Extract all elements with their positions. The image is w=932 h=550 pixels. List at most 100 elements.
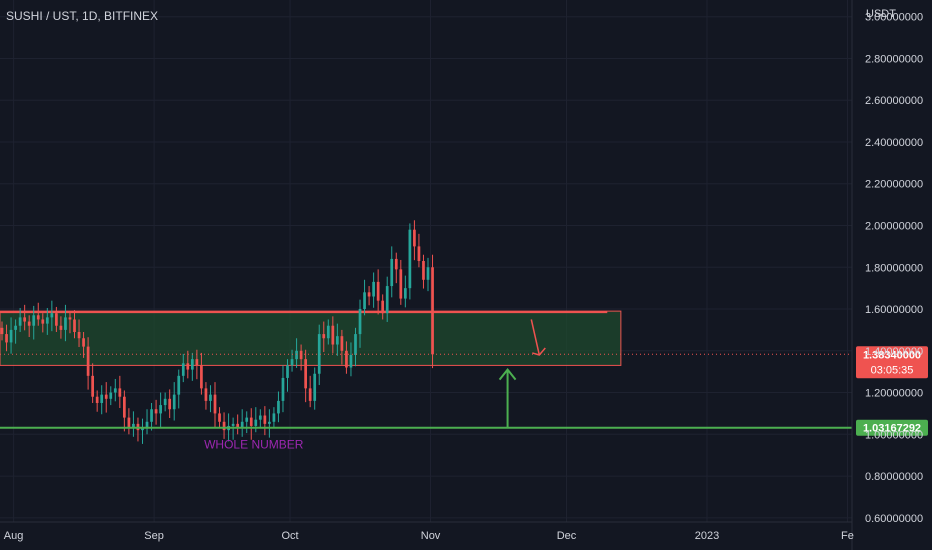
y-tick-label: 2.40000000: [865, 137, 923, 149]
candle: [349, 342, 353, 377]
candle: [82, 331, 85, 358]
candle-body: [141, 428, 144, 431]
candle: [59, 316, 63, 339]
x-tick-label: Fe: [841, 530, 854, 542]
support-price-tag: [856, 419, 928, 436]
candle: [100, 385, 104, 415]
candle-body: [281, 377, 285, 401]
range-zone[interactable]: [0, 310, 622, 366]
y-tick-label: 2.60000000: [865, 95, 923, 107]
candle-body: [123, 396, 126, 418]
candle-body: [408, 229, 412, 289]
candle: [426, 257, 430, 292]
candle-body: [263, 415, 267, 424]
candle: [9, 317, 13, 354]
candle-body: [50, 313, 54, 318]
y-tick-label: 1.00000000: [865, 429, 923, 441]
candle: [186, 350, 190, 379]
candle: [376, 269, 380, 315]
candle: [331, 316, 335, 354]
last-price-label: 1.38340000: [863, 349, 921, 361]
candle-body: [209, 394, 212, 401]
candle: [399, 259, 403, 305]
countdown-label: 03:05:35: [871, 364, 914, 376]
y-tick-label: 0.80000000: [865, 471, 923, 483]
candle-body: [73, 319, 76, 332]
down-arrow: [530, 319, 546, 356]
candle: [358, 299, 362, 348]
y-tick-label: 3.00000000: [865, 12, 923, 24]
candle: [127, 408, 131, 435]
candle-body: [27, 321, 31, 326]
candle-body: [59, 325, 63, 330]
candle-body: [326, 325, 330, 339]
candle: [68, 311, 72, 334]
annotation-whole-number: WHOLE NUMBER: [204, 438, 304, 452]
candle-body: [249, 417, 253, 426]
candle-body: [299, 350, 303, 360]
candle: [281, 365, 285, 413]
candle: [150, 402, 153, 431]
candle: [200, 352, 203, 395]
candle-body: [317, 334, 321, 374]
candle-body: [286, 365, 289, 378]
candle: [313, 367, 317, 410]
candle: [326, 319, 330, 345]
candle: [204, 382, 208, 410]
candle-body: [68, 317, 72, 320]
chart-overlays: 1.38340000 03:05:35 1.03167292 WHOLE NUMBER: [0, 319, 928, 452]
candle: [272, 407, 276, 429]
candle-body: [431, 267, 434, 355]
y-tick-label: 1.60000000: [865, 304, 923, 316]
candle-body: [245, 417, 249, 422]
candle-body: [9, 329, 13, 343]
candle-body: [5, 334, 8, 343]
candle: [340, 329, 344, 365]
candle: [145, 409, 149, 435]
x-tick-label: Aug: [4, 530, 24, 542]
up-arrow-head: [498, 367, 517, 381]
candle: [390, 246, 394, 298]
candle-body: [290, 359, 294, 366]
candle: [55, 306, 58, 332]
candle-body: [340, 336, 344, 351]
candle: [277, 391, 280, 423]
candle-body: [118, 388, 122, 397]
candle: [0, 321, 4, 341]
x-tick-label: Oct: [281, 530, 298, 542]
candle-body: [41, 319, 45, 324]
candle: [367, 286, 371, 306]
candle-body: [426, 267, 430, 280]
candle: [322, 321, 326, 353]
candle: [268, 409, 271, 438]
candle-body: [268, 421, 271, 424]
x-tick-label: 2023: [695, 530, 719, 542]
candle: [5, 324, 8, 352]
candle-body: [394, 258, 398, 270]
candle: [159, 392, 162, 428]
candle: [422, 254, 425, 289]
candle: [354, 327, 357, 367]
candlestick-series: [0, 220, 434, 444]
candle-body: [231, 423, 235, 426]
candle: [363, 279, 366, 316]
candle: [286, 359, 289, 392]
candle-body: [181, 363, 185, 376]
candle-body: [254, 419, 258, 426]
candle-body: [91, 375, 94, 397]
candle: [141, 418, 144, 444]
candle: [431, 254, 434, 369]
candle-body: [186, 363, 190, 370]
candle: [245, 411, 249, 434]
candle: [95, 390, 99, 412]
x-tick-label: Sep: [144, 530, 164, 542]
candle: [190, 352, 194, 381]
candle-body: [200, 365, 203, 389]
candle-body: [64, 317, 67, 330]
candle-body: [145, 421, 149, 429]
axis-unit-label: USDT: [866, 8, 896, 20]
candle: [222, 412, 226, 439]
candle-body: [177, 375, 181, 395]
